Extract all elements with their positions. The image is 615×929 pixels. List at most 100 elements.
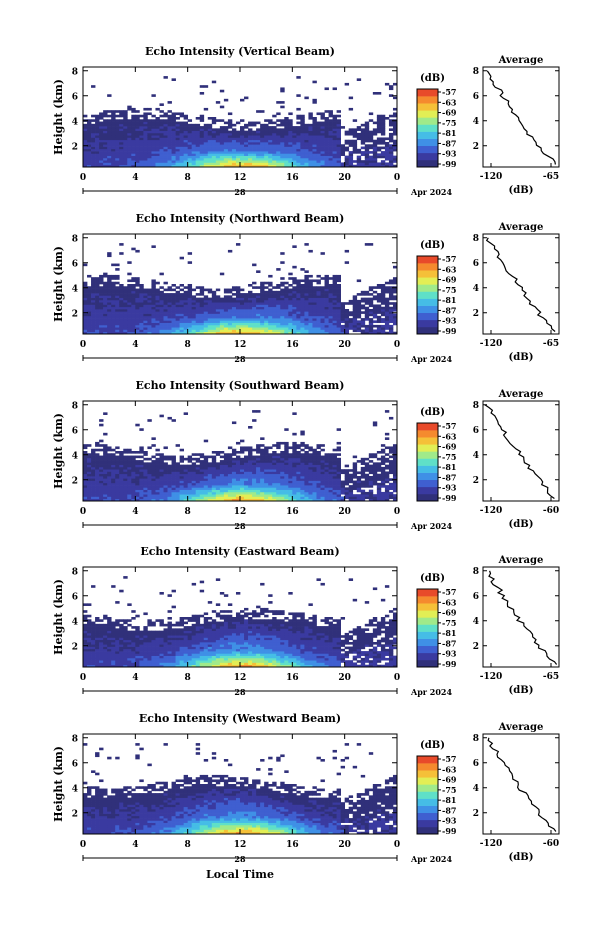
heatmap-cell [284, 327, 289, 330]
heatmap-cell [308, 476, 313, 479]
heatmap-cell [179, 132, 184, 136]
heatmap-cell [392, 288, 398, 292]
heatmap-cell [392, 313, 398, 317]
heatmap-cell [256, 139, 261, 143]
heatmap-cell [91, 139, 96, 143]
heatmap-cell [276, 142, 281, 145]
heatmap-cell [231, 448, 237, 452]
heatmap-cell [276, 311, 281, 314]
heatmap-cell [143, 126, 148, 129]
heatmap-cell [252, 448, 257, 452]
heatmap-cell [91, 304, 96, 308]
heatmap-cell [284, 466, 289, 470]
heatmap-cell [143, 288, 148, 292]
heatmap-cell [356, 489, 362, 493]
heatmap-cell [163, 119, 168, 122]
heatmap-cell [91, 160, 96, 163]
heatmap-cell [324, 295, 329, 298]
heatmap-cell [392, 281, 398, 285]
heatmap-cell [123, 451, 128, 454]
heatmap-cell [324, 139, 329, 143]
heatmap-cell [332, 462, 337, 465]
heatmap-cell [308, 498, 313, 502]
heatmap-cell [211, 489, 217, 493]
heatmap-cell [252, 302, 257, 305]
heatmap-cell [191, 466, 197, 470]
heatmap-cell [111, 482, 116, 486]
heatmap-cell [131, 457, 136, 461]
heatmap-cell [296, 162, 301, 166]
heatmap-cell [352, 455, 358, 459]
heatmap-cell [127, 160, 132, 163]
heatmap-cell [312, 498, 317, 502]
heatmap-cell [207, 146, 213, 150]
heatmap-cell [195, 489, 201, 493]
heatmap-cell [344, 160, 350, 163]
date-label: 28 [234, 354, 246, 364]
heatmap-cell [191, 155, 197, 159]
heatmap-cell [235, 462, 241, 465]
heatmap-cell [376, 142, 382, 145]
heatmap-cell [320, 482, 325, 486]
heatmap-cell [368, 498, 374, 502]
heatmap-cell [159, 155, 164, 159]
heatmap-cell [211, 135, 217, 138]
heatmap-cell [123, 331, 128, 335]
heatmap-cell [99, 315, 104, 319]
heatmap-cell [83, 466, 88, 470]
heatmap-cell [99, 121, 104, 125]
heatmap-cell [300, 460, 305, 463]
heatmap-cell [155, 498, 160, 502]
heatmap-cell [187, 164, 193, 168]
heatmap-cell [111, 487, 116, 490]
heatmap-cell [95, 489, 100, 493]
heatmap-cell [95, 132, 100, 136]
heatmap-cell [364, 478, 370, 481]
heatmap-cell [280, 284, 285, 287]
heatmap-cell [284, 293, 289, 296]
heatmap-cell [231, 311, 237, 314]
heatmap-cell [119, 162, 124, 166]
heatmap-cell [207, 315, 213, 319]
heatmap-cell [380, 313, 386, 317]
heatmap-cell [219, 471, 225, 475]
heatmap-cell [384, 315, 390, 319]
heatmap-cell [308, 132, 313, 136]
heatmap-cell [115, 295, 120, 298]
heatmap-cell [272, 114, 277, 118]
heatmap-cell [304, 446, 309, 450]
heatmap-cell [207, 123, 213, 127]
heatmap-cell [304, 299, 309, 303]
heatmap-cell [215, 144, 221, 147]
heatmap-cell [284, 460, 289, 463]
heatmap-cell [304, 491, 309, 495]
heatmap-cell [159, 318, 164, 321]
heatmap-cell [332, 151, 337, 154]
heatmap-cell [207, 318, 213, 321]
heatmap-cell [103, 286, 108, 289]
heatmap-cell [111, 290, 116, 294]
heatmap-cell [276, 295, 281, 298]
heatmap-cell [127, 107, 132, 111]
heatmap-cell [151, 471, 156, 475]
heatmap-cell [248, 157, 253, 161]
heatmap-cell [139, 487, 144, 490]
heatmap-cell [364, 130, 370, 134]
heatmap-cell [91, 286, 96, 289]
heatmap-cell [272, 311, 277, 314]
heatmap-cell [171, 121, 176, 125]
heatmap-cell [87, 157, 92, 161]
heatmap-cell [223, 331, 229, 335]
panel-3: Echo Intensity (Southward Beam)2468Heigh… [52, 379, 560, 531]
heatmap-cell [235, 327, 241, 330]
heatmap-cell [244, 489, 249, 493]
heatmap-cell [324, 304, 329, 308]
panel-title: Echo Intensity (Southward Beam) [136, 379, 345, 392]
heatmap-cell [352, 318, 358, 321]
heatmap-cell [83, 331, 88, 335]
heatmap-cell [268, 480, 273, 484]
heatmap-cell [163, 295, 168, 298]
x-tick-label: 0 [394, 173, 400, 183]
heatmap-cell [240, 126, 245, 129]
heatmap-cell [256, 302, 261, 305]
